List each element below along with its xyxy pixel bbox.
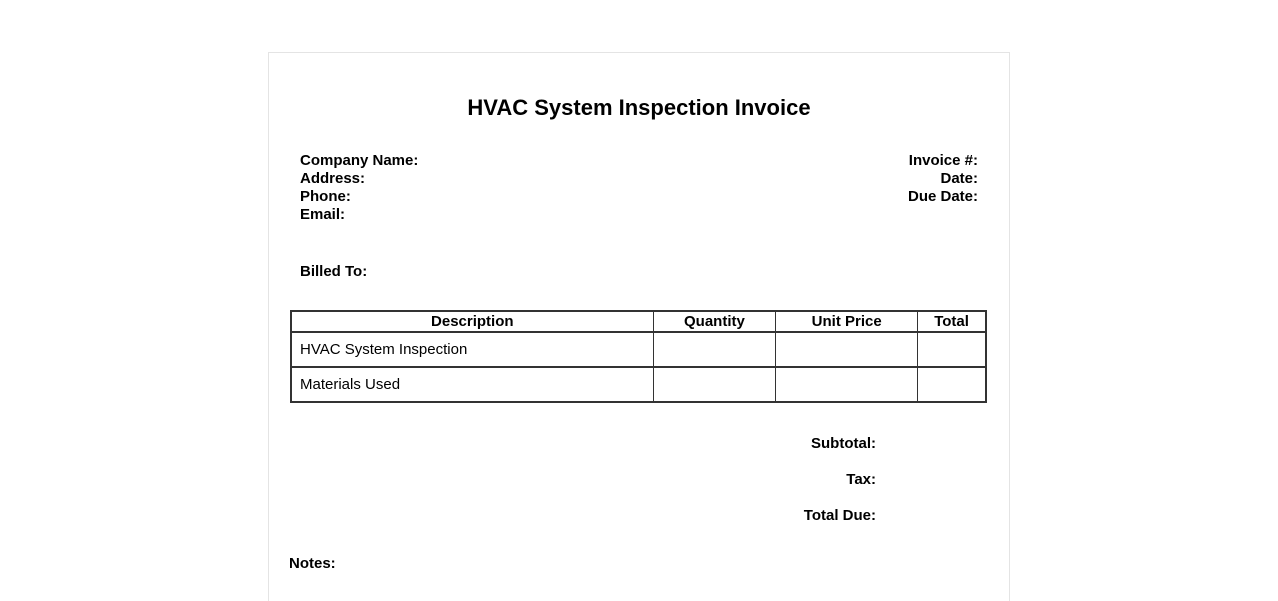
due-date-label: Due Date: (907, 188, 978, 205)
table-row: Materials Used (290, 366, 987, 403)
total-due-row: Total Due: (289, 507, 876, 525)
summary-section: Subtotal: Tax: Total Due: (289, 435, 989, 525)
tax-row: Tax: (289, 471, 876, 489)
col-header-unit-price: Unit Price (775, 310, 919, 333)
phone-label: Phone: (300, 188, 351, 205)
col-header-total: Total (917, 310, 987, 333)
company-name-label: Company Name: (300, 152, 419, 169)
col-header-quantity: Quantity (652, 310, 777, 333)
line-items-table: Description Quantity Unit Price Total HV… (290, 310, 987, 403)
company-info-block: Company Name: Address: Phone: Email: (300, 152, 418, 224)
page-title: HVAC System Inspection Invoice (467, 95, 811, 120)
col-header-description: Description (290, 310, 654, 333)
item-total-cell (917, 366, 987, 403)
item-quantity-cell (652, 331, 777, 368)
table-row: HVAC System Inspection (290, 331, 987, 368)
tax-label: Tax: (846, 471, 876, 488)
billed-to-label: Billed To: (300, 263, 368, 280)
table-header-row: Description Quantity Unit Price Total (290, 310, 987, 333)
invoice-page: HVAC System Inspection Invoice Company N… (268, 52, 1010, 601)
item-description-cell: Materials Used (290, 366, 654, 403)
total-due-label: Total Due: (803, 507, 876, 524)
address-label: Address: (300, 170, 366, 187)
item-quantity-cell (652, 366, 777, 403)
item-description-cell: HVAC System Inspection (290, 331, 654, 368)
subtotal-row: Subtotal: (289, 435, 876, 453)
notes-label: Notes: (289, 555, 336, 572)
info-section: Company Name: Address: Phone: Email: Inv… (289, 152, 989, 224)
item-total-cell (917, 331, 987, 368)
item-unit-price-cell (775, 366, 919, 403)
subtotal-label: Subtotal: (811, 435, 876, 452)
invoice-number-label: Invoice #: (908, 152, 978, 169)
item-unit-price-cell (775, 331, 919, 368)
date-label: Date: (940, 170, 978, 187)
email-label: Email: (300, 206, 346, 223)
invoice-info-block: Invoice #: Date: Due Date: (908, 152, 978, 224)
